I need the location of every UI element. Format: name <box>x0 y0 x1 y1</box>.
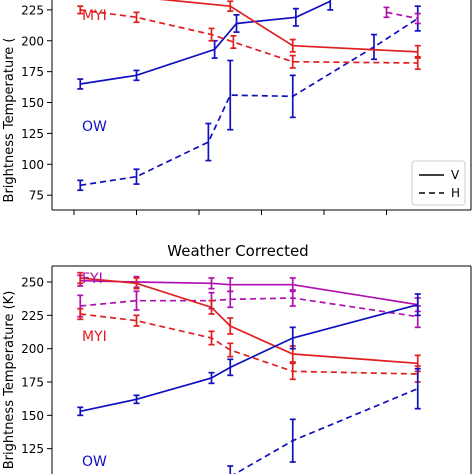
top-y-tick-label: 125 <box>21 127 44 141</box>
top-myi-h-line <box>80 9 418 64</box>
bottom-ow-h-line <box>233 387 419 474</box>
legend-box <box>411 160 466 206</box>
top-panel: 75 100 125 150 175 200 225 Brightness Temperat… <box>2 0 472 215</box>
top-series-group <box>77 0 421 192</box>
bottom-y-tick-label: 175 <box>21 376 44 390</box>
bottom-series-group <box>77 271 421 474</box>
top-ow-h-line <box>80 17 419 187</box>
bottom-myi-v-line <box>80 277 418 365</box>
top-y-axis-label: Brightness Temperature ( <box>2 38 17 203</box>
top-y-tick-label: 175 <box>21 65 44 79</box>
top-ow-v-line <box>80 0 331 85</box>
top-y-tick-label: 100 <box>21 158 44 172</box>
top-y-tick-label: 225 <box>21 3 44 17</box>
bottom-y-tick-label: 200 <box>21 342 44 356</box>
legend-h-label: H <box>451 186 460 200</box>
bottom-myi-h-line <box>80 313 418 375</box>
top-myi-v-line <box>159 0 418 53</box>
bottom-fyi-h-line <box>80 297 418 318</box>
top-annotation-ow: OW <box>82 119 107 135</box>
bottom-panel: Weather Corrected 125 150 175 200 225 250 Bri… <box>2 242 472 474</box>
bottom-y-ticks: 125 150 175 200 225 250 <box>21 276 52 456</box>
bottom-chart-title: Weather Corrected <box>167 242 308 260</box>
bottom-y-tick-label: 150 <box>21 409 44 423</box>
bottom-y-tick-label: 125 <box>21 442 44 456</box>
top-y-tick-label: 200 <box>21 34 44 48</box>
bottom-y-tick-label: 250 <box>21 276 44 290</box>
bottom-y-tick-label: 225 <box>21 309 44 323</box>
bottom-ow-v-line <box>80 303 418 413</box>
bottom-annotation-ow: OW <box>82 454 107 470</box>
top-y-ticks: 75 100 125 150 175 200 225 <box>21 3 52 203</box>
top-fyi-h-line <box>386 11 418 20</box>
bottom-annotation-fyi: FYI <box>82 271 103 287</box>
top-legend: V H <box>411 160 466 206</box>
legend-v-label: V <box>451 168 460 182</box>
bottom-y-axis-label: Brightness Temperature (K) <box>2 291 17 470</box>
top-annotation-myi: MYI <box>82 8 107 24</box>
top-y-tick-label: 75 <box>29 189 44 203</box>
top-y-tick-label: 150 <box>21 96 44 110</box>
top-x-ticks <box>73 210 387 215</box>
bottom-annotation-myi: MYI <box>82 329 107 345</box>
